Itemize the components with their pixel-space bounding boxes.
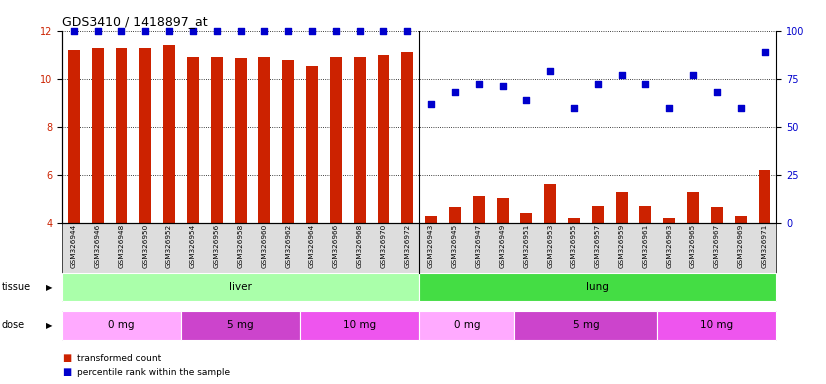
Text: 5 mg: 5 mg: [572, 320, 599, 331]
Bar: [377, 55, 389, 223]
Bar: [687, 192, 699, 223]
Text: GDS3410 / 1418897_at: GDS3410 / 1418897_at: [62, 15, 207, 28]
Text: ■: ■: [62, 353, 71, 363]
Point: [662, 104, 676, 111]
Text: lung: lung: [586, 282, 610, 292]
Point: [591, 81, 605, 88]
Bar: [568, 218, 580, 223]
Point: [686, 72, 700, 78]
Point: [472, 81, 486, 88]
Bar: [187, 57, 199, 223]
Point: [306, 28, 319, 34]
Point: [67, 28, 80, 34]
Bar: [235, 58, 246, 223]
Bar: [116, 48, 127, 223]
Bar: [92, 48, 103, 223]
Point: [734, 104, 748, 111]
Point: [258, 28, 271, 34]
Point: [638, 81, 652, 88]
Bar: [330, 57, 342, 223]
Point: [710, 89, 724, 95]
Bar: [472, 196, 485, 223]
Bar: [354, 57, 366, 223]
Bar: [140, 48, 151, 223]
Bar: [663, 218, 675, 223]
Text: tissue: tissue: [2, 282, 31, 292]
Text: dose: dose: [2, 320, 25, 331]
Text: 5 mg: 5 mg: [227, 320, 254, 331]
Bar: [735, 215, 747, 223]
Point: [615, 72, 629, 78]
Bar: [496, 197, 509, 223]
Point: [91, 28, 104, 34]
Bar: [615, 192, 628, 223]
Text: transformed count: transformed count: [77, 354, 161, 363]
Point: [163, 28, 176, 34]
Point: [544, 68, 557, 74]
Point: [115, 28, 128, 34]
Text: liver: liver: [229, 282, 252, 292]
Bar: [449, 207, 461, 223]
Bar: [425, 215, 437, 223]
Point: [425, 101, 438, 107]
Point: [330, 28, 343, 34]
Point: [353, 28, 366, 34]
Point: [187, 28, 200, 34]
Point: [139, 28, 152, 34]
Bar: [544, 184, 556, 223]
Text: percentile rank within the sample: percentile rank within the sample: [77, 368, 230, 377]
Bar: [520, 213, 532, 223]
Point: [496, 83, 509, 89]
Text: 10 mg: 10 mg: [343, 320, 376, 331]
Bar: [259, 57, 270, 223]
Point: [234, 28, 247, 34]
Bar: [639, 206, 652, 223]
Text: ▶: ▶: [45, 283, 52, 291]
Text: 0 mg: 0 mg: [108, 320, 135, 331]
Point: [520, 97, 533, 103]
Bar: [68, 50, 80, 223]
Bar: [711, 207, 723, 223]
Point: [449, 89, 462, 95]
Text: 0 mg: 0 mg: [453, 320, 480, 331]
Text: ▶: ▶: [45, 321, 52, 330]
Bar: [211, 57, 223, 223]
Bar: [282, 60, 294, 223]
Point: [758, 49, 771, 55]
Point: [282, 28, 295, 34]
Point: [567, 104, 581, 111]
Bar: [592, 206, 604, 223]
Point: [210, 28, 223, 34]
Bar: [306, 66, 318, 223]
Text: 10 mg: 10 mg: [700, 320, 733, 331]
Point: [401, 28, 414, 34]
Bar: [401, 52, 413, 223]
Text: ■: ■: [62, 367, 71, 377]
Bar: [758, 170, 771, 223]
Bar: [164, 45, 175, 223]
Point: [377, 28, 390, 34]
